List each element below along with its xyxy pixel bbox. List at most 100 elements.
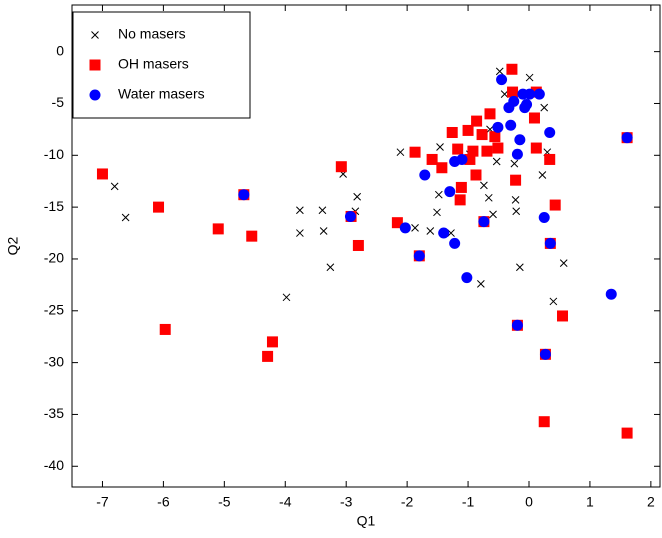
point <box>511 148 523 160</box>
point <box>484 108 496 120</box>
legend-marker <box>91 31 99 39</box>
point <box>444 186 456 198</box>
point <box>319 227 328 235</box>
point <box>159 323 171 335</box>
point <box>436 143 444 151</box>
point <box>557 310 569 322</box>
point <box>510 174 522 186</box>
x-axis-label: Q1 <box>357 513 376 529</box>
point <box>246 230 258 242</box>
legend-label: No masers <box>118 26 186 42</box>
point <box>452 143 464 155</box>
legend-label: OH masers <box>118 56 189 72</box>
x-tick-label: 0 <box>525 494 533 510</box>
point <box>212 223 224 235</box>
point <box>352 239 364 251</box>
x-tick-label: -2 <box>401 494 414 510</box>
point <box>492 142 504 154</box>
legend-marker <box>89 89 101 101</box>
y-tick-label: -15 <box>44 198 64 214</box>
point <box>462 124 474 136</box>
point <box>477 279 485 288</box>
point <box>436 162 448 174</box>
point <box>538 171 547 179</box>
point <box>426 153 438 165</box>
point <box>505 119 517 131</box>
y-axis-label: Q2 <box>5 236 21 255</box>
x-tick-label: -4 <box>279 494 292 510</box>
point <box>238 189 250 201</box>
point <box>296 229 304 237</box>
point <box>528 112 540 124</box>
point <box>538 211 550 223</box>
point <box>516 263 524 272</box>
point <box>335 161 347 173</box>
y-tick-label: -10 <box>44 146 64 162</box>
point <box>538 416 550 428</box>
point <box>318 206 327 215</box>
point <box>476 129 488 141</box>
legend-box <box>72 11 251 119</box>
point <box>344 210 356 222</box>
point <box>492 157 501 166</box>
point <box>496 74 508 86</box>
point <box>544 237 556 249</box>
point <box>514 134 526 146</box>
point <box>512 207 521 216</box>
point <box>539 348 551 360</box>
point <box>449 156 461 168</box>
point <box>524 88 536 100</box>
point <box>521 99 533 111</box>
point <box>511 319 523 331</box>
y-tick-label: -25 <box>44 301 64 317</box>
point <box>478 216 490 228</box>
point <box>446 126 458 138</box>
point <box>471 115 483 127</box>
point <box>530 142 542 154</box>
point <box>411 224 419 232</box>
point <box>153 201 165 213</box>
point <box>511 196 520 204</box>
point <box>492 121 504 133</box>
point <box>470 169 482 181</box>
point <box>559 259 568 267</box>
x-tick-label: -3 <box>340 494 353 510</box>
point <box>510 159 519 168</box>
y-tick-label: -20 <box>44 250 64 266</box>
point <box>434 190 443 199</box>
y-tick-label: -30 <box>44 353 64 369</box>
point <box>525 73 534 82</box>
legend-marker <box>89 59 101 71</box>
point <box>461 272 473 284</box>
point <box>544 126 556 138</box>
point <box>480 181 488 190</box>
point <box>409 146 421 158</box>
point <box>96 168 108 180</box>
point <box>396 148 405 157</box>
point <box>544 153 556 165</box>
point <box>454 194 466 206</box>
point <box>484 193 493 202</box>
legend-label: Water masers <box>118 86 205 102</box>
point <box>433 208 441 217</box>
point <box>621 427 633 439</box>
x-tick-label: 2 <box>647 494 655 510</box>
point <box>449 237 461 249</box>
point <box>506 63 518 75</box>
point <box>467 145 479 157</box>
point <box>605 288 617 300</box>
point <box>391 217 403 229</box>
point <box>438 227 450 239</box>
y-tick-label: -35 <box>44 405 64 421</box>
point <box>266 336 278 348</box>
point <box>455 181 467 193</box>
point <box>549 297 558 306</box>
point <box>621 132 633 144</box>
x-tick-label: 1 <box>586 494 594 510</box>
y-tick-label: -5 <box>52 94 65 110</box>
point <box>121 213 130 222</box>
point <box>399 222 411 234</box>
point <box>353 192 362 201</box>
point <box>507 86 519 98</box>
